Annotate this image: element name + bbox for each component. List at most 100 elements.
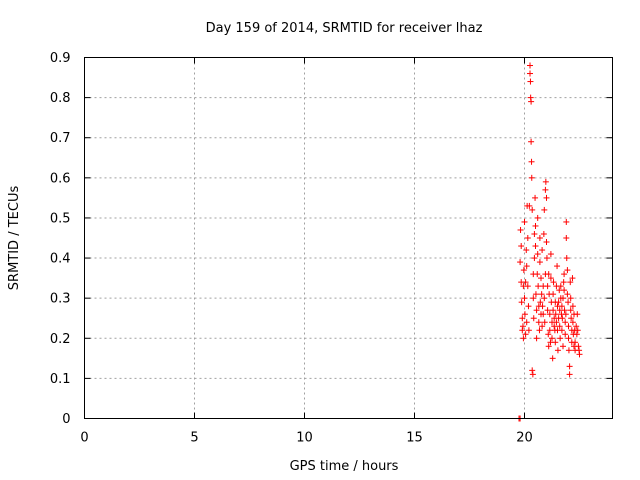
scatter-point <box>543 194 550 201</box>
scatter-point <box>528 174 535 181</box>
scatter-point <box>567 295 574 302</box>
scatter-point <box>527 78 534 85</box>
chart-title: Day 159 of 2014, SRMTID for receiver lha… <box>206 21 483 36</box>
scatter-point <box>524 283 531 290</box>
x-tick-label: 20 <box>516 431 533 446</box>
scatter-point <box>525 303 532 310</box>
scatter-point <box>521 311 528 318</box>
x-tick-label: 15 <box>406 431 423 446</box>
scatter-point <box>518 299 525 306</box>
x-tick-label: 5 <box>190 431 198 446</box>
y-tick-label: 0.4 <box>50 252 71 267</box>
scatter-point <box>558 327 565 334</box>
scatter-point <box>545 331 552 338</box>
scatter-point <box>550 307 557 314</box>
scatter-point <box>573 331 580 338</box>
scatter-point <box>528 158 535 165</box>
x-tick-labels: 0 5 10 15 20 <box>80 431 532 446</box>
scatter-point <box>517 226 524 233</box>
scatter-point <box>559 315 566 322</box>
scatter-point <box>572 339 579 346</box>
scatter-point <box>529 367 536 374</box>
scatter-point <box>557 335 564 342</box>
scatter-point <box>563 255 570 262</box>
scatter-point <box>565 347 572 354</box>
scatter-point <box>565 335 572 342</box>
scatter-point <box>520 335 527 342</box>
scatter-point <box>544 283 551 290</box>
scatter-point <box>547 251 554 258</box>
scatter-point <box>552 311 559 318</box>
scatter-point <box>534 251 541 258</box>
scatter-point <box>556 323 563 330</box>
scatter-point <box>531 255 538 262</box>
scatter-point <box>576 351 583 358</box>
scatter-point <box>567 279 574 286</box>
scatter-point <box>527 62 533 69</box>
scatter-point <box>543 255 550 262</box>
scatter-point <box>540 230 547 237</box>
scatter-point <box>542 178 549 185</box>
scatter-point <box>546 311 553 318</box>
scatter-point <box>533 307 540 314</box>
scatter-point <box>526 202 533 209</box>
y-tick-label: 0.2 <box>50 332 71 347</box>
scatter-point <box>528 98 535 105</box>
y-tick-label: 0.7 <box>50 131 71 146</box>
grid-layer <box>84 57 613 419</box>
scatter-point <box>549 335 555 342</box>
y-tick-label: 0.1 <box>50 372 71 387</box>
tick-layer <box>84 57 613 419</box>
scatter-point <box>547 275 554 282</box>
scatter-point <box>569 319 576 326</box>
scatter-point <box>533 335 540 342</box>
scatter-point <box>527 70 533 77</box>
scatter-points <box>516 62 583 422</box>
scatter-point <box>522 331 529 338</box>
scatter-point <box>522 279 529 286</box>
scatter-point <box>564 291 571 298</box>
scatter-point <box>520 267 527 274</box>
scatter-point <box>563 235 570 241</box>
scatter-point <box>573 323 580 330</box>
scatter-point <box>558 303 565 310</box>
scatter-point <box>537 299 544 306</box>
scatter-point <box>562 311 569 318</box>
y-tick-label: 0.8 <box>50 91 71 106</box>
scatter-point <box>532 291 539 298</box>
scatter-point <box>536 327 543 334</box>
y-tick-label: 0.3 <box>50 292 71 307</box>
scatter-point <box>530 295 537 302</box>
scatter-point <box>542 186 549 193</box>
scatter-point <box>561 287 568 294</box>
scatter-point <box>535 319 542 326</box>
scatter-point <box>532 243 539 250</box>
scatter-point <box>532 222 539 229</box>
scatter-point <box>521 218 528 225</box>
y-tick-label: 0.9 <box>50 51 71 66</box>
scatter-point <box>551 323 558 330</box>
scatter-point <box>535 283 542 290</box>
scatter-point <box>529 371 536 378</box>
scatter-point <box>536 259 543 266</box>
scatter-point <box>550 291 557 298</box>
y-tick-label: 0 <box>62 412 70 427</box>
scatter-point <box>545 343 552 350</box>
y-axis-label: SRMTID / TECUs <box>7 186 22 291</box>
scatter-point <box>560 343 566 350</box>
scatter-point <box>565 323 572 330</box>
scatter-point <box>541 319 548 326</box>
scatter-point <box>550 279 557 286</box>
scatter-point <box>566 371 573 378</box>
scatter-point <box>539 247 546 254</box>
x-tick-label: 10 <box>296 431 313 446</box>
scatter-point <box>538 291 545 298</box>
scatter-point <box>575 343 582 350</box>
scatter-point <box>541 295 548 302</box>
scatter-point <box>525 327 532 334</box>
y-tick-labels: 0 0.1 0.2 0.3 0.4 0.5 0.6 0.7 0.8 0.9 <box>50 51 71 427</box>
scatter-point <box>566 363 573 370</box>
scatter-point <box>562 319 569 326</box>
scatter-point <box>534 271 541 278</box>
scatter-point <box>553 319 560 326</box>
